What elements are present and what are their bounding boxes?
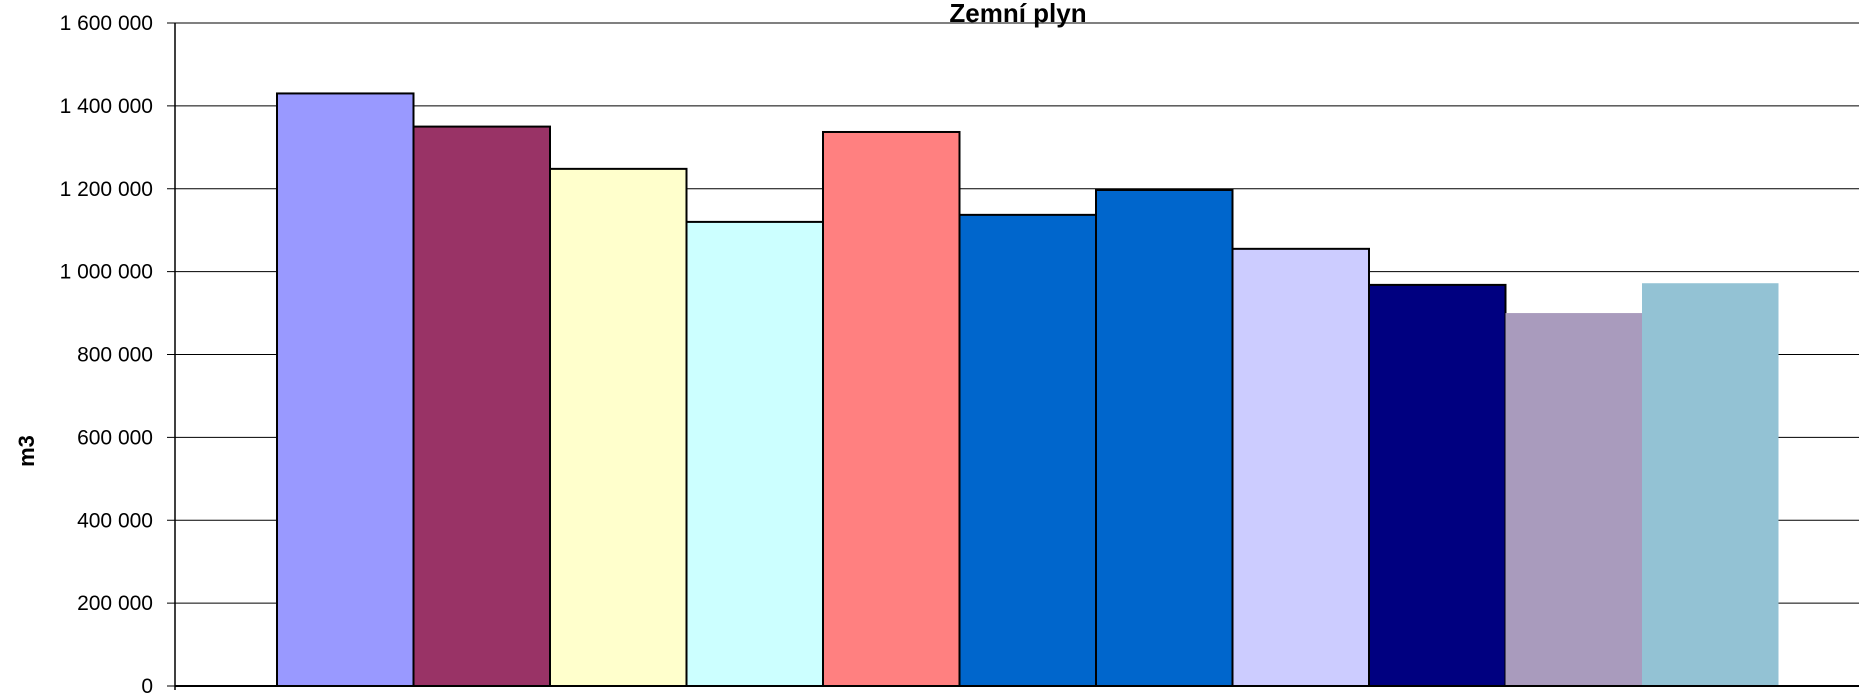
y-tick-label: 400 000 (77, 509, 153, 532)
bar (958, 213, 1097, 687)
bar (1642, 283, 1779, 686)
y-tick-label: 1 600 000 (60, 12, 153, 35)
y-axis (167, 22, 1859, 690)
y-tick-labels: 0 200 000 400 000 600 000 800 000 1 000 000 1 … (60, 12, 153, 696)
bar (1505, 313, 1642, 686)
y-tick-label: 600 000 (77, 426, 153, 449)
y-tick-label: 1 400 000 (60, 95, 153, 118)
chart-title: Zemní plyn (949, 0, 1086, 28)
bar (549, 167, 688, 688)
y-tick-label: 800 000 (77, 344, 153, 367)
bars (276, 92, 1779, 688)
bar (685, 220, 824, 687)
y-tick-label: 1 000 000 (60, 261, 153, 284)
bar (1368, 283, 1507, 687)
bar (276, 92, 415, 688)
bar (412, 125, 551, 687)
bar (822, 130, 961, 687)
y-tick-label: 0 (141, 675, 153, 696)
y-tick-label: 200 000 (77, 592, 153, 615)
bar (1095, 188, 1234, 687)
bar (1231, 247, 1370, 687)
y-tick-label: 1 200 000 (60, 178, 153, 201)
y-axis-title: m3 (14, 435, 39, 467)
